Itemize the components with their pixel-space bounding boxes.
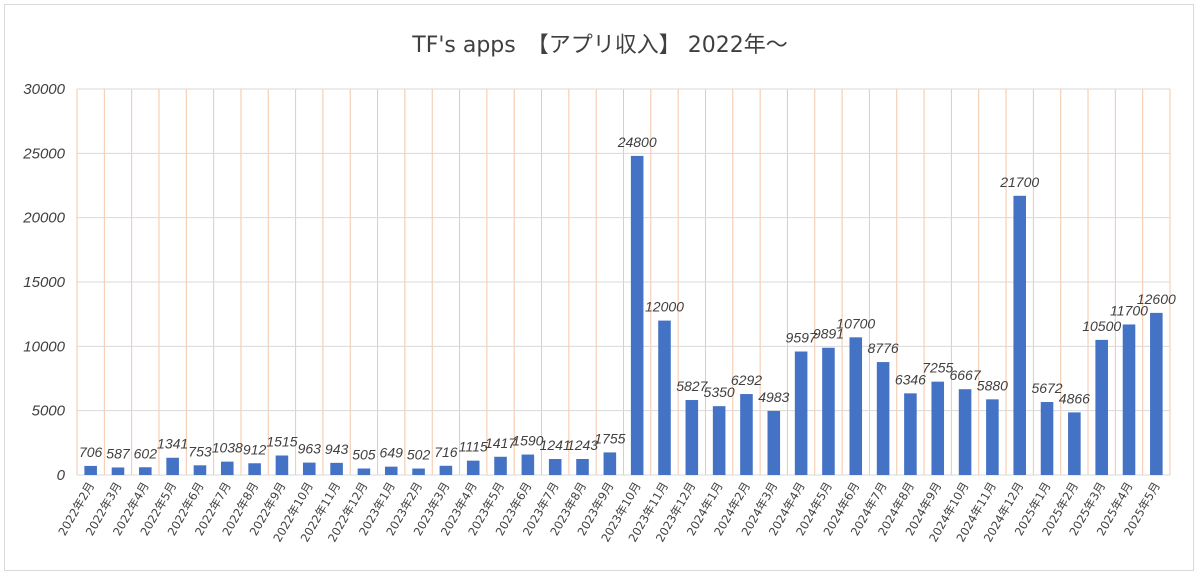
data-label: 963 <box>298 441 322 457</box>
bar <box>548 459 562 475</box>
bar <box>439 465 453 475</box>
data-label: 5827 <box>676 378 708 394</box>
bar <box>357 468 371 475</box>
y-tick-label: 15000 <box>23 274 65 291</box>
data-label: 1755 <box>594 430 625 446</box>
data-label: 1590 <box>512 433 543 449</box>
data-label: 4983 <box>758 389 789 405</box>
data-label: 1038 <box>212 440 243 456</box>
bar <box>412 468 425 475</box>
gridlines <box>76 88 1171 476</box>
y-tick-label: 20000 <box>22 210 65 227</box>
data-label: 12600 <box>1137 291 1176 307</box>
bar <box>849 337 863 475</box>
data-label: 24800 <box>617 134 657 150</box>
bar <box>767 410 781 475</box>
chart-frame <box>4 4 1194 571</box>
data-label: 10500 <box>1082 318 1121 334</box>
bar <box>1150 312 1163 475</box>
bars <box>84 155 1163 475</box>
bar <box>1013 195 1026 475</box>
bar <box>712 406 726 475</box>
data-label: 10700 <box>836 315 875 331</box>
y-axis: 0 5000 10000 15000 20000 25000 30000 <box>22 81 65 484</box>
bar <box>466 460 480 475</box>
y-tick-label: 5000 <box>32 403 66 420</box>
data-label: 505 <box>352 447 376 463</box>
data-label: 753 <box>188 443 212 459</box>
bar <box>302 462 316 475</box>
data-label: 1417 <box>485 435 517 451</box>
bar <box>1122 324 1136 475</box>
chart-title: TF's apps 【アプリ収入】 2022年～ <box>411 33 787 58</box>
bar <box>139 467 152 475</box>
data-label: 7255 <box>922 360 953 376</box>
data-label: 11700 <box>1110 302 1148 318</box>
bar <box>248 463 261 475</box>
bar <box>658 320 671 475</box>
data-label: 12000 <box>645 299 684 315</box>
data-label: 649 <box>380 445 404 461</box>
data-label: 943 <box>325 441 349 457</box>
bar <box>685 400 699 475</box>
data-label: 5350 <box>704 384 735 400</box>
data-label: 1241 <box>540 437 571 453</box>
bar <box>166 457 179 475</box>
data-label: 6292 <box>731 372 762 388</box>
bar <box>221 461 234 475</box>
bar <box>822 347 835 475</box>
data-label: 1515 <box>266 434 297 450</box>
bar <box>275 455 289 475</box>
bar <box>794 351 808 475</box>
data-label: 1115 <box>459 439 488 455</box>
data-label: 587 <box>106 445 131 461</box>
data-label: 5880 <box>977 377 1008 393</box>
y-tick-label: 0 <box>57 467 66 484</box>
data-label: 9891 <box>813 326 844 342</box>
data-label: 912 <box>243 441 267 457</box>
data-label: 1341 <box>157 436 188 452</box>
data-label: 706 <box>79 444 103 460</box>
bar <box>576 459 589 475</box>
bar <box>876 362 890 475</box>
bar <box>1068 412 1081 475</box>
data-label: 4866 <box>1059 390 1090 406</box>
data-label: 502 <box>407 447 431 463</box>
data-label: 5672 <box>1031 380 1062 396</box>
bar <box>603 452 617 475</box>
y-tick-label: 10000 <box>23 338 65 355</box>
data-label: 6667 <box>949 367 981 383</box>
bar <box>958 389 972 475</box>
bar <box>740 394 753 475</box>
y-tick-label: 25000 <box>22 145 65 162</box>
y-tick-label: 30000 <box>23 81 65 98</box>
bar <box>904 393 917 475</box>
data-label: 9597 <box>786 330 818 346</box>
data-label: 21700 <box>999 174 1039 190</box>
bar <box>986 399 999 475</box>
data-label: 1243 <box>567 437 598 453</box>
bar <box>1095 339 1108 475</box>
data-label: 602 <box>134 445 158 461</box>
bar <box>521 454 535 475</box>
bar <box>384 466 398 475</box>
bar <box>84 465 97 475</box>
bar <box>1040 402 1054 475</box>
bar <box>931 381 945 475</box>
bar <box>111 467 125 475</box>
bar <box>630 155 644 475</box>
data-label: 8776 <box>868 340 899 356</box>
data-label: 6346 <box>895 371 926 387</box>
bar <box>330 462 343 475</box>
bar <box>494 456 507 475</box>
x-axis: 2022年2月2022年3月2022年4月2022年5月2022年6月2022年… <box>55 479 1163 544</box>
bar <box>193 465 207 475</box>
data-label: 716 <box>434 444 458 460</box>
